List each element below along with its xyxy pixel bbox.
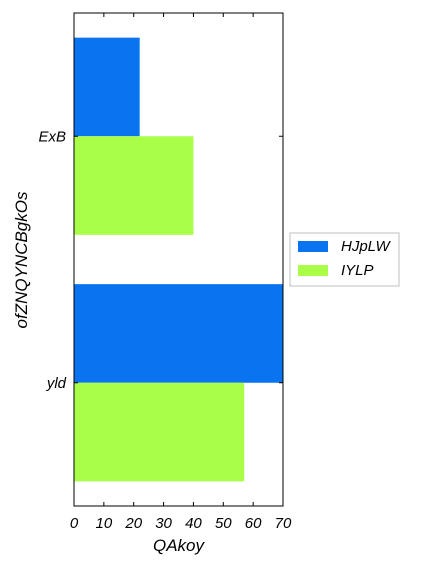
x-axis-label: QAkoy bbox=[153, 536, 206, 555]
x-tick-label: 0 bbox=[70, 515, 79, 532]
legend-swatch bbox=[298, 265, 328, 276]
bar-IYLP-yld bbox=[74, 382, 245, 482]
x-tick-label: 10 bbox=[96, 515, 113, 532]
y-axis-label: ofZNQYNCBgkOs bbox=[12, 191, 31, 328]
x-tick-label: 40 bbox=[185, 515, 202, 532]
x-tick-label: 30 bbox=[155, 515, 172, 532]
y-tick-label: yld bbox=[46, 375, 67, 392]
legend-swatch bbox=[298, 241, 328, 252]
x-axis-ticks: 0 10 20 30 40 50 60 70 bbox=[70, 13, 292, 532]
y-axis-ticks: ExB yld bbox=[38, 128, 283, 392]
legend-label: HJpLW bbox=[341, 238, 391, 255]
bar-IYLP-ExB bbox=[74, 136, 194, 235]
legend: HJpLW IYLP bbox=[289, 232, 400, 287]
legend-label: IYLP bbox=[341, 262, 374, 279]
bar-HJpLW-yld bbox=[74, 284, 283, 383]
x-tick-label: 60 bbox=[245, 515, 262, 532]
bar-HJpLW-ExB bbox=[74, 37, 140, 137]
x-tick-label: 70 bbox=[275, 515, 292, 532]
plot-frame bbox=[73, 12, 284, 507]
x-tick-label: 20 bbox=[124, 515, 142, 532]
x-tick-label: 50 bbox=[215, 515, 232, 532]
bars-group bbox=[74, 37, 283, 482]
y-tick-label: ExB bbox=[38, 128, 66, 145]
